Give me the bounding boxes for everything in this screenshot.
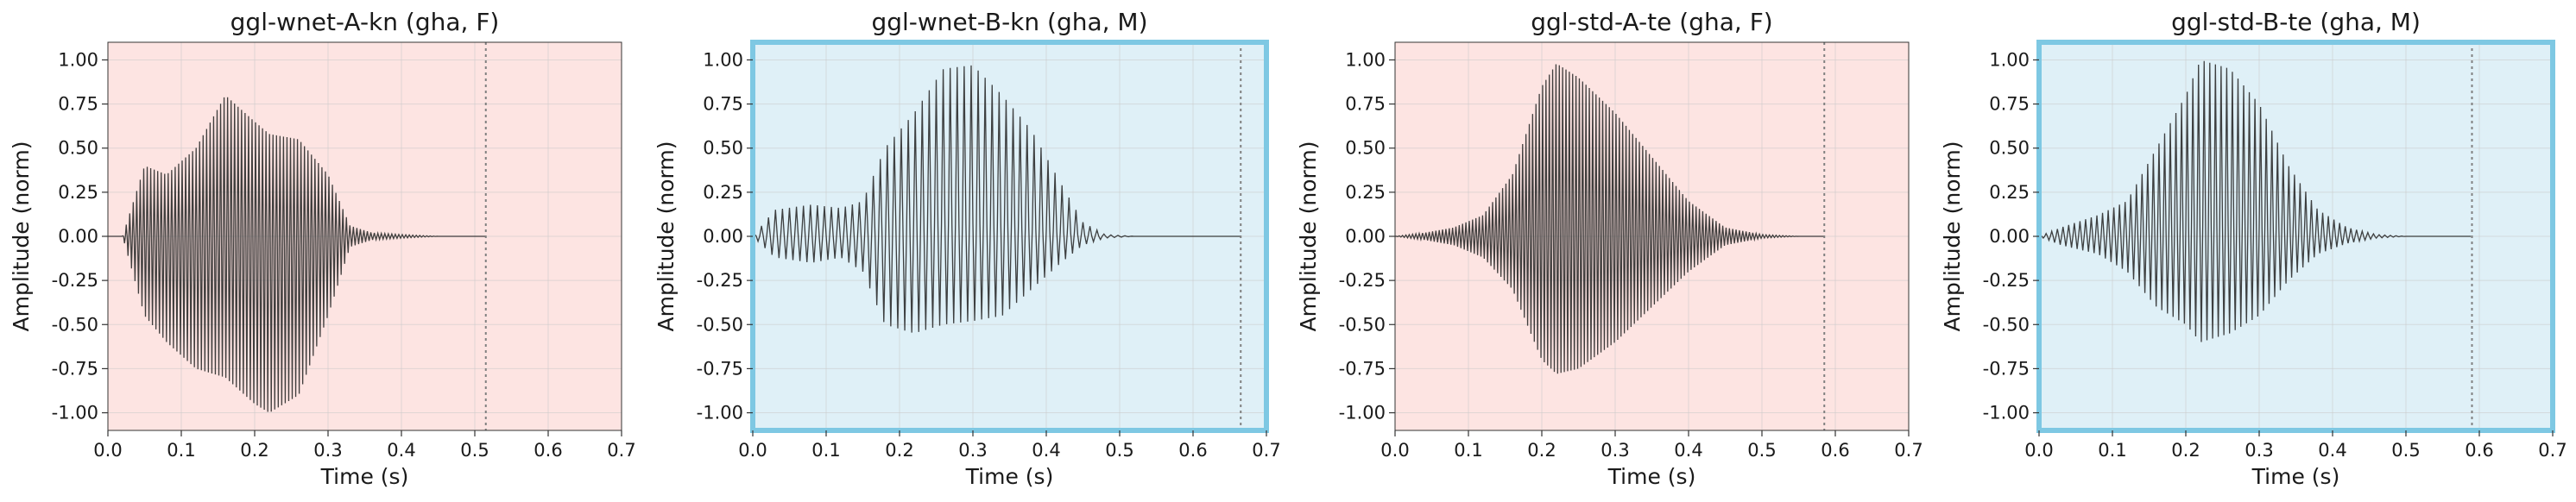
y-axis-label: Amplitude (norm) xyxy=(653,141,679,332)
y-tick-label: -1.00 xyxy=(1339,403,1386,424)
x-tick-label: 0.3 xyxy=(1601,440,1629,461)
y-tick-label: -0.25 xyxy=(1339,270,1386,291)
subplot-ggl-wnet-B-kn: 0.0 0.1 0.2 0.3 0.4 0.5 0.6 0.7 -1.00 -0.75 -0.50 -… xyxy=(653,8,1281,489)
x-tick-label: 0.0 xyxy=(738,440,767,461)
y-tick-label: 0.25 xyxy=(58,182,98,203)
y-tick-label: 1.00 xyxy=(703,49,743,70)
y-axis-label: Amplitude (norm) xyxy=(1940,141,1965,332)
x-tick-label: 0.6 xyxy=(1178,440,1207,461)
waveform-line xyxy=(2038,60,2472,342)
x-axis-label: Time (s) xyxy=(965,464,1054,489)
x-tick-label: 0.2 xyxy=(885,440,913,461)
x-tick-label: 0.2 xyxy=(240,440,268,461)
x-tick-label: 0.3 xyxy=(2245,440,2273,461)
chart-title: ggl-std-A-te (gha, F) xyxy=(1531,8,1772,36)
y-tick-label: 0.50 xyxy=(703,138,743,159)
y-tick-label: 0.75 xyxy=(1989,94,2030,115)
subplot-ggl-std-A-te: 0.0 0.1 0.2 0.3 0.4 0.5 0.6 0.7 -1.00 -0.75 -0.50 -… xyxy=(1296,8,1923,489)
chart-title: ggl-wnet-A-kn (gha, F) xyxy=(230,8,500,36)
x-tick-label: 0.7 xyxy=(1252,440,1280,461)
y-tick-label: -0.50 xyxy=(1983,314,2030,335)
y-tick-label: 0.75 xyxy=(58,94,98,115)
y-tick-label: -0.25 xyxy=(52,270,98,291)
x-tick-label: 0.6 xyxy=(2465,440,2493,461)
x-tick-label: 0.4 xyxy=(2318,440,2346,461)
x-tick-label: 0.5 xyxy=(460,440,489,461)
x-tick-label: 0.4 xyxy=(387,440,415,461)
x-tick-label: 0.3 xyxy=(313,440,342,461)
y-tick-label: -0.50 xyxy=(697,314,743,335)
x-tick-label: 0.1 xyxy=(811,440,840,461)
x-tick-label: 0.7 xyxy=(607,440,635,461)
x-tick-label: 0.5 xyxy=(1105,440,1133,461)
y-tick-label: 0.50 xyxy=(58,138,98,159)
x-tick-label: 0.6 xyxy=(1821,440,1849,461)
y-tick-label: 0.00 xyxy=(703,226,743,247)
x-tick-label: 0.0 xyxy=(93,440,122,461)
subplot-ggl-wnet-A-kn: 0.0 0.1 0.2 0.3 0.4 0.5 0.6 0.7 -1.00 -0.75 -0.50 -… xyxy=(9,8,636,489)
y-tick-label: 0.75 xyxy=(703,94,743,115)
y-tick-label: -0.75 xyxy=(52,358,98,379)
x-tick-label: 0.0 xyxy=(1380,440,1409,461)
y-tick-label: 0.50 xyxy=(1989,138,2030,159)
y-tick-label: 0.25 xyxy=(1345,182,1386,203)
waveform-line xyxy=(108,97,486,412)
x-tick-label: 0.4 xyxy=(1032,440,1060,461)
x-tick-label: 0.5 xyxy=(1747,440,1776,461)
y-tick-label: -0.50 xyxy=(52,314,98,335)
y-tick-label: -0.75 xyxy=(697,358,743,379)
y-tick-label: 0.00 xyxy=(58,226,98,247)
x-tick-label: 0.0 xyxy=(2024,440,2053,461)
y-tick-label: 1.00 xyxy=(1989,49,2030,70)
waveform-line xyxy=(752,65,1241,333)
y-tick-label: 0.00 xyxy=(1345,226,1386,247)
x-tick-label: 0.5 xyxy=(2391,440,2420,461)
y-tick-label: 1.00 xyxy=(1345,49,1386,70)
x-tick-label: 0.3 xyxy=(958,440,987,461)
y-tick-label: -1.00 xyxy=(52,403,98,424)
y-axis-label: Amplitude (norm) xyxy=(1296,141,1321,332)
y-tick-label: 0.75 xyxy=(1345,94,1386,115)
y-tick-label: -0.75 xyxy=(1339,358,1386,379)
x-tick-label: 0.1 xyxy=(2098,440,2126,461)
chart-title: ggl-wnet-B-kn (gha, M) xyxy=(871,8,1147,36)
y-tick-label: 0.25 xyxy=(1989,182,2030,203)
x-tick-label: 0.2 xyxy=(1527,440,1556,461)
y-axis-label: Amplitude (norm) xyxy=(9,141,34,332)
waveform-line xyxy=(1394,64,1824,374)
x-tick-label: 0.4 xyxy=(1674,440,1702,461)
y-tick-label: 0.00 xyxy=(1989,226,2030,247)
x-tick-label: 0.6 xyxy=(534,440,562,461)
x-axis-label: Time (s) xyxy=(2251,464,2340,489)
y-tick-label: 1.00 xyxy=(58,49,98,70)
y-tick-label: -0.75 xyxy=(1983,358,2030,379)
x-tick-label: 0.1 xyxy=(167,440,195,461)
chart-title: ggl-std-B-te (gha, M) xyxy=(2171,8,2421,36)
subplot-ggl-std-B-te: 0.0 0.1 0.2 0.3 0.4 0.5 0.6 0.7 -1.00 -0.75 -0.50 -… xyxy=(1940,8,2567,489)
x-axis-label: Time (s) xyxy=(1607,464,1696,489)
y-tick-label: -0.25 xyxy=(1983,270,2030,291)
y-tick-label: 0.25 xyxy=(703,182,743,203)
y-tick-label: 0.50 xyxy=(1345,138,1386,159)
x-tick-label: 0.7 xyxy=(2538,440,2567,461)
y-tick-label: -1.00 xyxy=(1983,403,2030,424)
x-tick-label: 0.1 xyxy=(1454,440,1482,461)
x-tick-label: 0.2 xyxy=(2171,440,2200,461)
y-tick-label: -1.00 xyxy=(697,403,743,424)
x-axis-label: Time (s) xyxy=(320,464,409,489)
y-tick-label: -0.50 xyxy=(1339,314,1386,335)
x-tick-label: 0.7 xyxy=(1894,440,1923,461)
y-tick-label: -0.25 xyxy=(697,270,743,291)
